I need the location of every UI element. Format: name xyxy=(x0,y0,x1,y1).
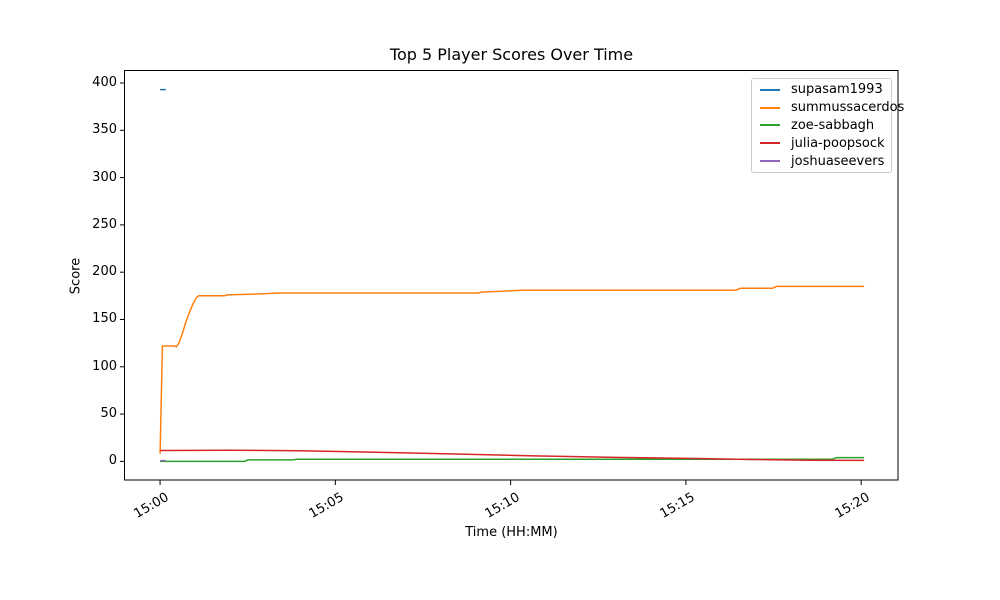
legend-line-swatch xyxy=(760,124,780,127)
chart-title: Top 5 Player Scores Over Time xyxy=(389,45,634,64)
legend-label-supasam1993: supasam1993 xyxy=(791,82,883,98)
y-tick-label: 350 xyxy=(92,122,117,138)
y-tick-label: 300 xyxy=(92,169,117,185)
legend-item: supasam1993 xyxy=(760,81,883,99)
x-axis-label: Time (HH:MM) xyxy=(465,525,558,540)
y-tick-label: 250 xyxy=(92,216,117,232)
legend-label-julia-poopsock: julia-poopsock xyxy=(791,135,885,151)
legend-item: zoe-sabbagh xyxy=(760,117,883,135)
legend: supasam1993 summussacerdos zoe-sabbagh j… xyxy=(751,78,904,173)
y-tick-label: 100 xyxy=(92,358,117,374)
legend-label-joshuaseevers: joshuaseevers xyxy=(791,153,885,169)
y-tick-label: 0 xyxy=(108,453,117,469)
legend-item: julia-poopsock xyxy=(760,134,885,152)
y-tick-label: 400 xyxy=(92,75,117,90)
legend-label-zoe-sabbagh: zoe-sabbagh xyxy=(791,117,875,133)
legend-line-swatch xyxy=(760,106,780,109)
series-line-summussacerdos xyxy=(159,285,865,454)
series-line-zoe-sabbagh xyxy=(160,456,865,463)
y-tick-label: 200 xyxy=(92,264,117,280)
series-line-julia-poopsock xyxy=(160,449,865,462)
legend-item: summussacerdos xyxy=(760,99,904,117)
axes-spines xyxy=(124,70,899,481)
legend-line-swatch xyxy=(760,142,780,145)
legend-label-summussacerdos: summussacerdos xyxy=(791,100,905,116)
y-tick-label: 50 xyxy=(100,406,117,422)
y-tick-label: 150 xyxy=(92,311,117,327)
legend-line-swatch xyxy=(760,160,780,163)
legend-item: joshuaseevers xyxy=(760,152,885,170)
legend-line-swatch xyxy=(760,88,780,91)
